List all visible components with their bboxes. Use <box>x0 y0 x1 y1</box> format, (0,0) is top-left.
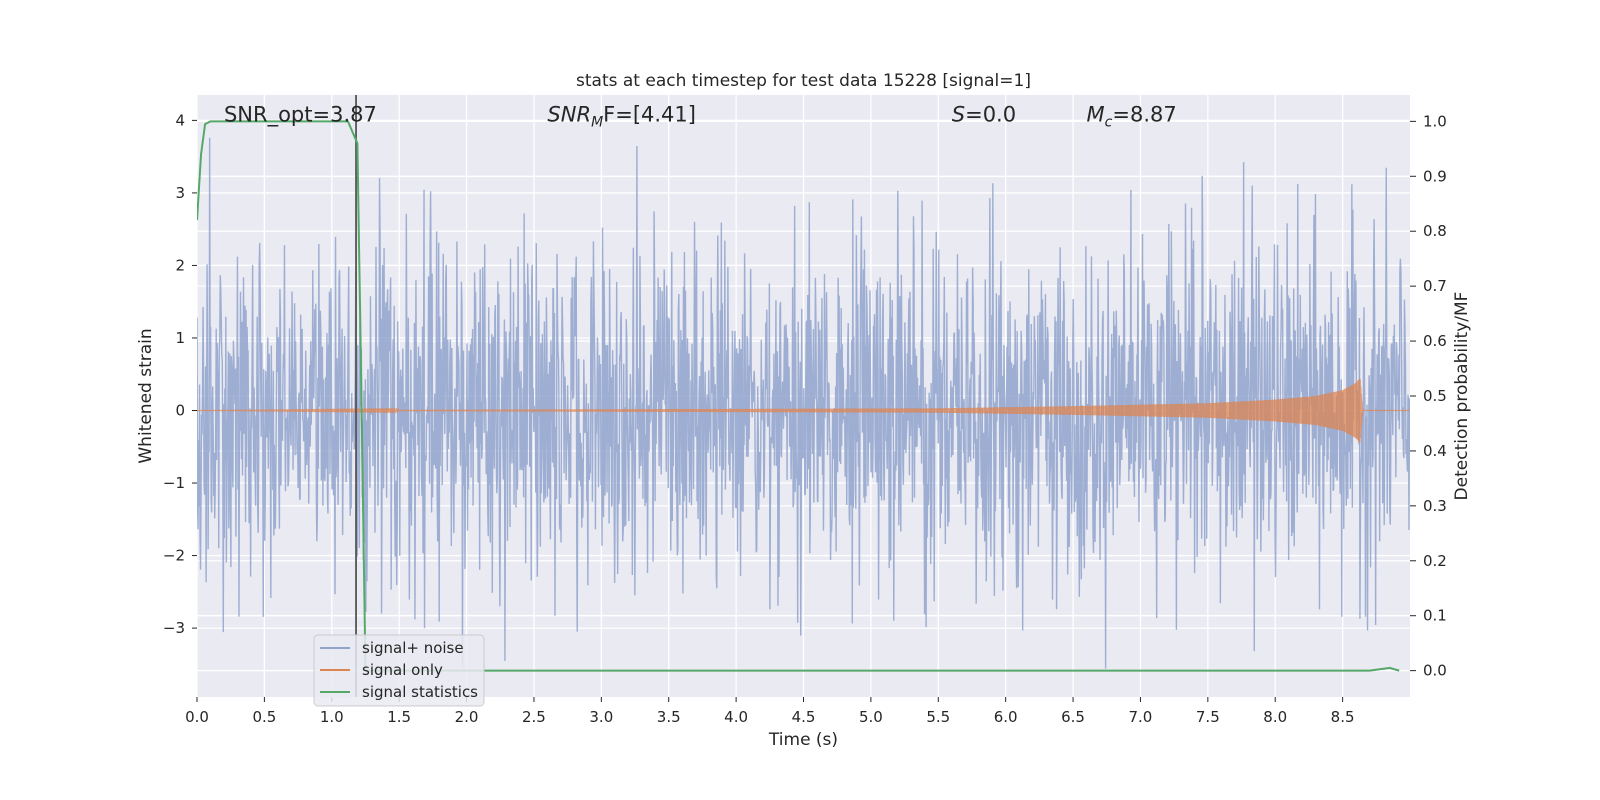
x-tick-label: 3.0 <box>589 708 613 726</box>
x-tick-label: 0.5 <box>252 708 276 726</box>
annotation-1: SNRMF=[4.41] <box>547 102 696 130</box>
y-tick-label: −1 <box>163 474 185 492</box>
x-tick-label: 7.5 <box>1196 708 1220 726</box>
y2-axis-label: Detection probability/MF <box>1452 292 1472 501</box>
y2-tick-label: 0.5 <box>1423 387 1447 405</box>
y-axis-label: Whitened strain <box>136 328 156 463</box>
x-tick-label: 6.5 <box>1061 708 1085 726</box>
annotation-value: F=[4.41] <box>603 102 696 126</box>
annotation-value: =0.0 <box>965 102 1016 126</box>
y-tick-label: 0 <box>175 402 185 420</box>
annotation-subscript: M <box>591 114 603 130</box>
y2-tick-label: 0.9 <box>1423 167 1447 185</box>
y2-tick-label: 0.6 <box>1423 332 1447 350</box>
series-signal-plus-noise <box>197 137 1410 669</box>
y2-tick-label: 1.0 <box>1423 112 1447 130</box>
x-tick-label: 1.0 <box>320 708 344 726</box>
annotation-3: Mc=8.87 <box>1087 102 1177 130</box>
x-tick-label: 8.5 <box>1331 708 1355 726</box>
annotations: SNR_opt=3.87 SNRMF=[4.41] S=0.0 Mc=8.87 <box>224 102 1177 130</box>
x-tick-label: 5.5 <box>926 708 950 726</box>
x-axis-label: Time (s) <box>768 730 838 750</box>
x-tick-label: 2.5 <box>522 708 546 726</box>
y2-tick-label: 0.4 <box>1423 442 1447 460</box>
x-tick-label: 5.0 <box>859 708 883 726</box>
y2-tick-label: 0.7 <box>1423 277 1447 295</box>
chart-title: stats at each timestep for test data 152… <box>576 71 1031 91</box>
annotation-0: SNR_opt=3.87 <box>224 102 377 127</box>
tick-labels: 0.0 0.5 1.0 1.5 2.0 2.5 3.0 3.5 4.0 4.5 5.0 5.5 6.0 6… <box>163 111 1447 726</box>
y2-tick-label: 0.2 <box>1423 552 1447 570</box>
y-tick-label: 2 <box>175 256 185 274</box>
x-tick-label: 7.0 <box>1129 708 1153 726</box>
y-tick-label: 3 <box>175 184 185 202</box>
y2-tick-label: 0.3 <box>1423 497 1447 515</box>
series-signal-only <box>197 378 1410 443</box>
legend-entry: signal only <box>362 661 443 679</box>
y-tick-label: 4 <box>175 111 185 129</box>
x-tick-label: 4.5 <box>792 708 816 726</box>
annotation-symbol: SNR <box>547 102 591 126</box>
legend-entry: signal statistics <box>362 683 478 701</box>
annotation-subscript: c <box>1105 114 1113 130</box>
legend: signal+ noise signal only signal statistic… <box>313 634 485 707</box>
y2-tick-label: 0.8 <box>1423 222 1447 240</box>
y-tick-label: −3 <box>163 619 185 637</box>
x-tick-label: 1.5 <box>387 708 411 726</box>
x-tick-label: 8.0 <box>1263 708 1287 726</box>
y2-tick-label: 0.0 <box>1423 662 1447 680</box>
y-tick-label: −2 <box>163 547 185 565</box>
y2-tick-label: 0.1 <box>1423 607 1447 625</box>
x-tick-label: 2.0 <box>455 708 479 726</box>
x-tick-label: 0.0 <box>185 708 209 726</box>
annotation-2: S=0.0 <box>952 102 1016 126</box>
x-tick-label: 4.0 <box>724 708 748 726</box>
x-tick-label: 6.0 <box>994 708 1018 726</box>
annotation-symbol: M <box>1087 102 1105 126</box>
annotation-symbol: S <box>952 102 965 126</box>
y-tick-label: 1 <box>175 329 185 347</box>
x-tick-label: 3.5 <box>657 708 681 726</box>
legend-box <box>313 634 485 707</box>
annotation-value: =8.87 <box>1112 102 1176 126</box>
legend-entry: signal+ noise <box>362 639 464 657</box>
